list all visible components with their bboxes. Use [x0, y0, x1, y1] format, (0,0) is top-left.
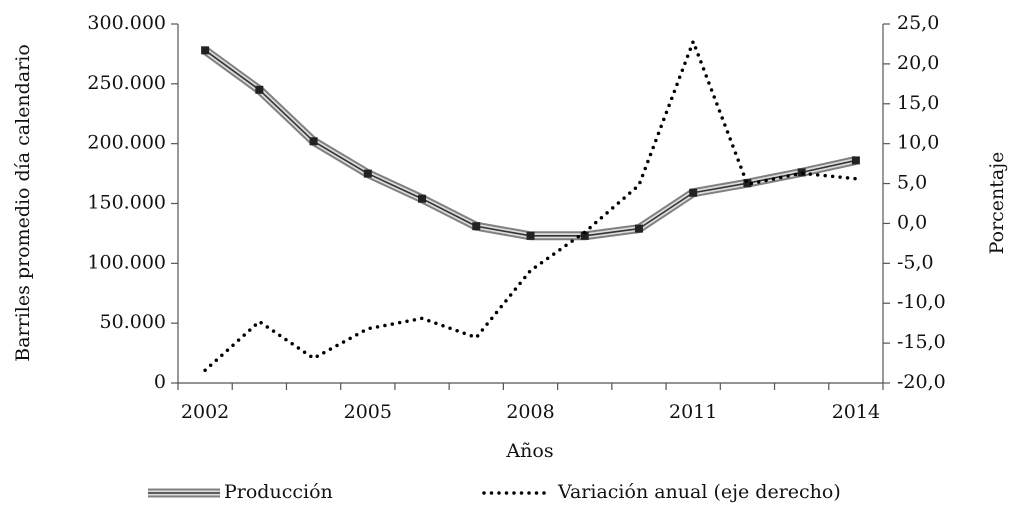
x-tick-label: 2002 [181, 401, 229, 423]
point [743, 179, 752, 188]
point [689, 188, 698, 197]
y2-tick-label: 20,0 [897, 52, 939, 74]
legend-label: Variación anual (eje derecho) [557, 481, 841, 503]
x-tick-label: 2011 [669, 401, 717, 423]
y-tick-label: 0 [154, 371, 166, 393]
y2-axis-title: Porcentaje [986, 152, 1008, 255]
y2-tick-label: 0,0 [897, 211, 927, 233]
y2-tick-label: 5,0 [897, 172, 927, 194]
y2-tick-label: 15,0 [897, 92, 939, 114]
y2-tick-label: -5,0 [897, 251, 934, 273]
point [418, 194, 427, 203]
x-tick-label: 2005 [344, 401, 392, 423]
point [526, 231, 535, 240]
point [309, 137, 318, 146]
y-tick-label: 100.000 [87, 251, 166, 273]
y-tick-label: 150.000 [87, 192, 166, 214]
point [255, 85, 264, 94]
x-tick-label: 2008 [506, 401, 554, 423]
point [363, 169, 372, 178]
line-series [203, 36, 858, 372]
y-tick-label: 200.000 [87, 132, 166, 154]
y-tick-label: 300.000 [87, 12, 166, 34]
y2-tick-label: -10,0 [897, 291, 946, 313]
y2-tick-label: 25,0 [897, 12, 939, 34]
line-series-core [204, 49, 857, 237]
y-tick-label: 250.000 [87, 72, 166, 94]
y-axis-title: Barriles promedio día calendario [12, 44, 34, 362]
point [201, 46, 210, 55]
y2-tick-label: -15,0 [897, 331, 946, 353]
x-tick-label: 2014 [832, 401, 880, 423]
y2-tick-label: 10,0 [897, 132, 939, 154]
legend-label: Producción [224, 481, 333, 503]
line-series [203, 48, 857, 239]
point [580, 231, 589, 240]
x-axis-title: Años [505, 440, 553, 462]
point [851, 156, 860, 165]
y2-tick-label: -20,0 [897, 371, 946, 393]
point [634, 224, 643, 233]
point [472, 222, 481, 231]
y-tick-label: 50.000 [100, 311, 166, 333]
line-series-outline [202, 46, 857, 241]
